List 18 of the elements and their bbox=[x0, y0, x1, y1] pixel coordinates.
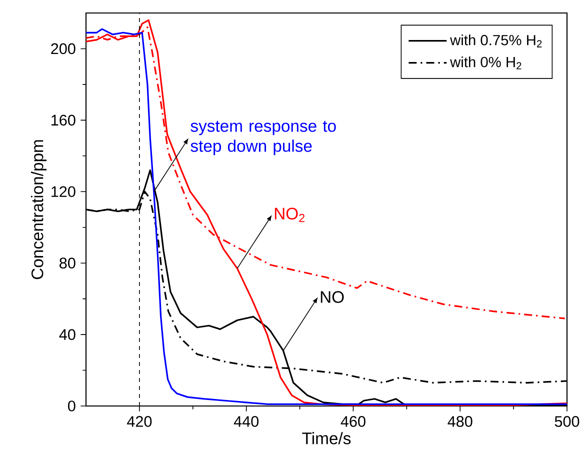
y-tick-label: 0 bbox=[68, 400, 76, 412]
y-tick-label: 40 bbox=[59, 329, 76, 340]
x-tick-label: 480 bbox=[448, 416, 472, 427]
x-axis-title: Time/s bbox=[302, 432, 351, 444]
y-tick-label: 200 bbox=[51, 43, 76, 54]
legend-label: with 0.75% H$_{2}$ bbox=[450, 34, 542, 48]
x-tick-label: 440 bbox=[234, 416, 259, 427]
annotation: NO$_{2}$ bbox=[274, 208, 304, 222]
x-tick-label: 500 bbox=[554, 416, 580, 427]
x-tick-label: 460 bbox=[340, 416, 366, 427]
x-tick-label: 420 bbox=[127, 416, 152, 427]
annotation: NO bbox=[320, 291, 344, 303]
annotation: system response to step down pulse bbox=[190, 120, 336, 156]
y-tick-label: 160 bbox=[52, 114, 76, 126]
y-axis-title: Concentration/ppm bbox=[31, 140, 47, 280]
y-tick-label: 120 bbox=[52, 186, 76, 198]
y-tick-label: 80 bbox=[60, 258, 76, 269]
legend-label: with 0% H$_{2}$ bbox=[450, 56, 522, 70]
